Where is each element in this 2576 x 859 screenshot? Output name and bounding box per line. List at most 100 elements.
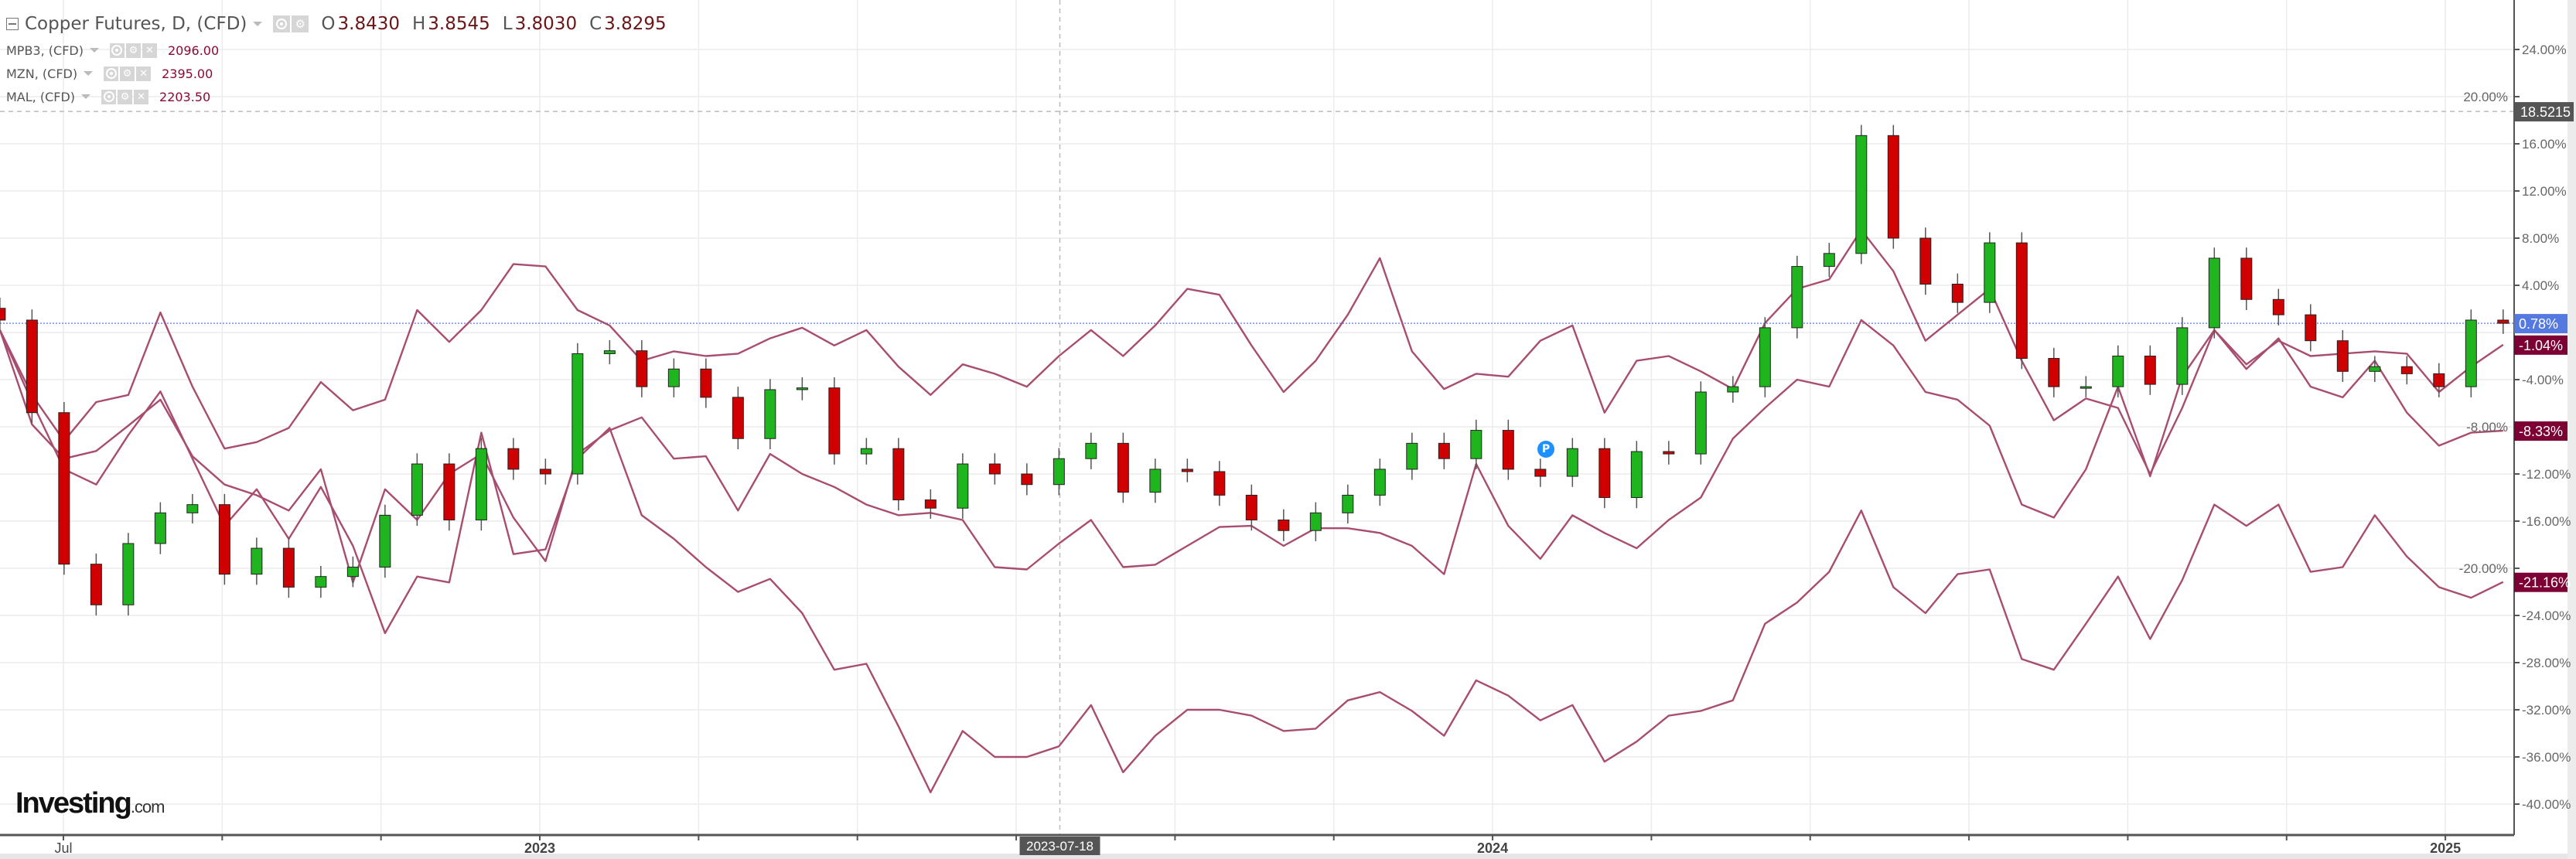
candle-body [2465, 319, 2477, 387]
overlay-value: 2096.00 [167, 43, 220, 58]
candle-body [2369, 366, 2381, 372]
gear-icon[interactable]: ⚙ [120, 66, 135, 81]
visibility-eye-icon[interactable] [109, 43, 125, 58]
y-tick-label: -28.00% [2522, 656, 2571, 670]
candle-body [1919, 237, 1932, 285]
candle-body [2048, 358, 2060, 387]
candle-body [0, 308, 6, 321]
candle-body [1149, 469, 1162, 493]
y-tick-label: 4.00% [2522, 278, 2559, 293]
mpb3-last-value-label: -1.04% [2519, 338, 2563, 353]
candle-body [667, 368, 680, 387]
mal-last-value-label-box [2514, 421, 2567, 441]
candle-body [1085, 442, 1097, 459]
candle-body [122, 543, 135, 605]
legend-overlay-mzn: MZN, (CFD) ⚙ ✕ 2395.00 [6, 62, 667, 85]
mzn-last-value-label-box [2514, 572, 2567, 592]
candle-body [2433, 373, 2445, 387]
candle-body [1984, 242, 1996, 303]
ohlc-low: L 3.8030 [502, 14, 578, 34]
candle-body [1213, 471, 1226, 496]
chevron-down-icon[interactable] [253, 22, 263, 26]
chevron-down-icon[interactable] [84, 71, 94, 76]
candle-body [2336, 340, 2349, 372]
y-tick-label: -16.00% [2522, 514, 2571, 529]
p-marker-icon[interactable]: P [1537, 441, 1554, 458]
y-tick-label: -32.00% [2522, 703, 2571, 718]
ohlc-values: O 3.8430 H 3.8545 L 3.8030 C 3.8295 [321, 14, 666, 34]
y-tick-label: -20.00% [2459, 561, 2508, 576]
y-tick-label: -12.00% [2522, 467, 2571, 482]
close-icon[interactable]: ✕ [136, 66, 152, 81]
main-symbol-title[interactable]: Copper Futures, D, (CFD) [25, 14, 247, 34]
y-tick-label: -4.00% [2522, 373, 2564, 387]
candle-body [507, 448, 520, 470]
candle-body [957, 463, 969, 509]
candle-body [700, 368, 712, 398]
gear-icon[interactable]: ⚙ [125, 43, 141, 58]
candle-body [603, 350, 616, 354]
chevron-down-icon[interactable] [81, 94, 91, 99]
close-icon[interactable]: ✕ [134, 89, 149, 104]
candle-body [346, 566, 359, 578]
candle-body [1759, 327, 1771, 387]
visibility-eye-icon[interactable] [273, 15, 291, 32]
y-tick-label: 24.00% [2522, 43, 2567, 57]
candle-body [1855, 135, 1868, 254]
candle-body [1021, 473, 1033, 486]
x-tick-label: 2024 [1477, 840, 1508, 856]
candle-body [1438, 442, 1450, 459]
y-tick-label: -36.00% [2522, 750, 2571, 765]
y-tick-label: 20.00% [2463, 90, 2508, 104]
candle-body [1406, 442, 1418, 470]
candle-body [732, 397, 744, 439]
candle-body [1823, 253, 1835, 268]
y-tick-label: 16.00% [2522, 137, 2567, 152]
candle-body [764, 389, 776, 439]
candle-body [1342, 494, 1354, 513]
ohlc-high: H 3.8545 [411, 14, 490, 34]
candle-body [379, 514, 391, 568]
y-tick-label: -40.00% [2522, 797, 2571, 812]
candle-body [1470, 430, 1482, 459]
overlay-name[interactable]: MZN, (CFD) [6, 66, 78, 81]
candle-body [1598, 448, 1611, 499]
y-tick-label: 8.00% [2522, 231, 2559, 246]
candle-body [1791, 266, 1803, 329]
close-icon[interactable]: ✕ [142, 43, 157, 58]
chart-legend: Copper Futures, D, (CFD) ⚙ O 3.8430 H 3.85… [6, 9, 667, 108]
gear-icon[interactable]: ⚙ [292, 15, 309, 32]
candle-body [154, 512, 166, 544]
crosshair-date-box [1019, 837, 1100, 855]
visibility-eye-icon[interactable] [104, 66, 119, 81]
collapse-legend-icon[interactable] [6, 18, 19, 30]
y-tick-label: 12.00% [2522, 184, 2567, 199]
overlay-value: 2395.00 [162, 66, 213, 81]
overlay-name[interactable]: MPB3, (CFD) [6, 43, 84, 58]
candle-body [1566, 448, 1578, 477]
candle-body [2208, 257, 2220, 329]
candle-body [539, 469, 551, 475]
candle-body [1630, 451, 1643, 499]
candle-body [186, 504, 199, 513]
gear-icon[interactable]: ⚙ [118, 89, 133, 104]
candle-body [443, 463, 455, 520]
candle-body [26, 319, 38, 414]
candle-body [1502, 430, 1514, 470]
candle-body [2305, 314, 2317, 342]
candle-body [924, 499, 937, 509]
mzn-last-value-label: -21.16% [2519, 575, 2571, 591]
series-line-mpb3 [0, 229, 2504, 476]
copper-last-value-label-box [2514, 314, 2567, 334]
visibility-eye-icon[interactable] [101, 89, 117, 104]
investing-logo: Investing .com [15, 787, 165, 820]
legend-main-row: Copper Futures, D, (CFD) ⚙ O 3.8430 H 3.85… [6, 9, 667, 39]
candle-body [1245, 494, 1257, 520]
overlay-name[interactable]: MAL, (CFD) [6, 89, 76, 104]
chevron-down-icon[interactable] [89, 48, 99, 53]
candle-body [1373, 469, 1386, 496]
candle-body [1117, 442, 1129, 493]
candle-body [828, 387, 841, 455]
